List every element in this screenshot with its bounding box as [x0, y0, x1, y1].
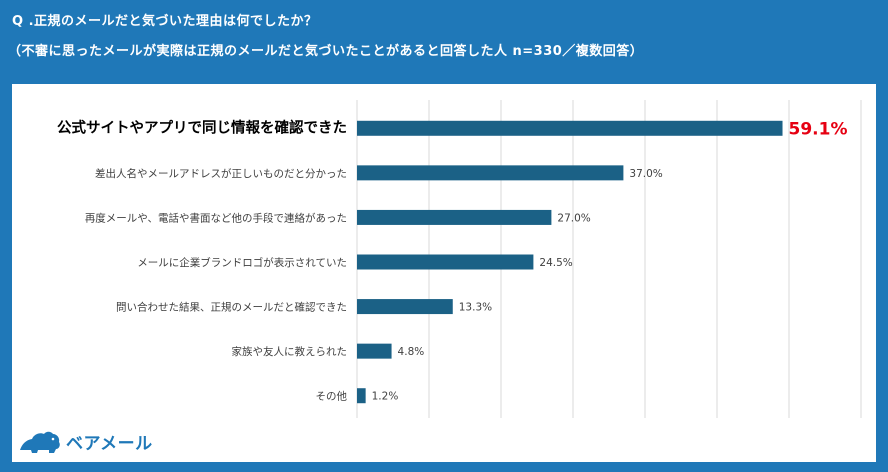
category-label: 問い合わせた結果、正規のメールだと確認できた [116, 301, 347, 314]
value-label: 24.5% [539, 257, 572, 269]
value-label: 27.0% [557, 212, 590, 224]
category-label: 家族や友人に教えられた [232, 345, 348, 358]
bar [357, 165, 624, 181]
bar [357, 388, 366, 404]
brand-name: ベアメール [66, 433, 153, 454]
bear-logo-icon [20, 431, 60, 453]
value-label: 1.2% [372, 391, 399, 403]
chart-panel: 公式サイトやアプリで同じ情報を確認できた 59.1% 差出人名やメールアドレスが正し… [12, 84, 876, 462]
bar-chart: 公式サイトやアプリで同じ情報を確認できた 59.1% 差出人名やメールアドレスが正し… [57, 100, 862, 418]
category-label: 再度メールや、電話や書面など他の手段で連絡があった [85, 211, 347, 224]
bar [357, 209, 552, 225]
category-label: 公式サイトやアプリで同じ情報を確認できた [57, 118, 347, 136]
question-title: Q .正規のメールだと気づいた理由は何でしたか？ [12, 14, 318, 29]
bar [357, 299, 453, 315]
category-label: その他 [316, 390, 348, 403]
category-label: メールに企業ブランドロゴが表示されていた [137, 256, 347, 269]
brand-logo: ベアメール [18, 428, 153, 454]
value-label: 59.1% [789, 119, 848, 139]
category-label: 差出人名やメールアドレスが正しいものだと分かった [95, 167, 347, 180]
value-label: 37.0% [629, 168, 662, 180]
value-label: 4.8% [398, 346, 425, 358]
value-label: 13.3% [459, 302, 492, 314]
bar [357, 254, 534, 270]
header: Q .正規のメールだと気づいた理由は何でしたか？ （不審に思ったメールが実際は正… [0, 0, 888, 80]
bar [357, 120, 783, 136]
question-subtitle: （不審に思ったメールが実際は正規のメールだと気づいたことがあると回答した人 n=… [8, 44, 644, 59]
bar [357, 343, 392, 359]
